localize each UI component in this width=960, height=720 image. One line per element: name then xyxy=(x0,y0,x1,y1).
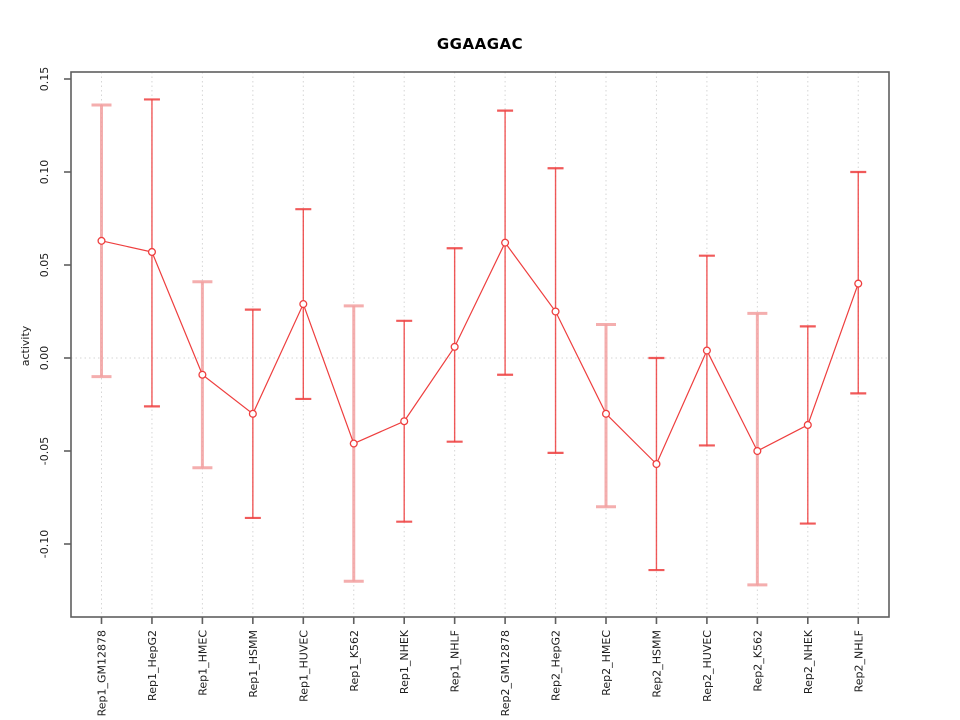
data-point-marker xyxy=(198,370,207,379)
y-tick-label: 0.10 xyxy=(38,160,51,185)
data-point-marker xyxy=(147,247,157,257)
data-point-marker xyxy=(702,346,711,355)
x-tick-label: Rep1_HUVEC xyxy=(297,630,310,702)
x-tick-label: Rep1_HMEC xyxy=(196,630,209,696)
x-tick-label: Rep1_NHLF xyxy=(449,630,462,692)
data-point-marker xyxy=(97,236,106,245)
x-tick-label: Rep1_NHEK xyxy=(398,629,411,694)
x-tick-label: Rep1_HepG2 xyxy=(146,630,159,701)
y-tick-label: 0.15 xyxy=(38,67,51,92)
y-tick-label: -0.10 xyxy=(38,530,51,558)
plot-box xyxy=(70,71,890,618)
chart-title: GGAAGAC xyxy=(436,35,524,53)
x-tick-label: Rep2_HUVEC xyxy=(701,630,714,702)
data-point-marker xyxy=(400,417,409,426)
data-point-marker xyxy=(299,300,308,309)
x-tick-label: Rep1_K562 xyxy=(348,630,361,692)
data-point-marker xyxy=(803,420,812,430)
data-point-marker xyxy=(854,279,863,288)
x-tick-label: Rep1_GM12878 xyxy=(96,630,109,716)
x-tick-label: Rep2_NHLF xyxy=(852,630,865,692)
y-tick-label: -0.05 xyxy=(38,437,51,465)
data-point-marker xyxy=(349,439,358,448)
series-line xyxy=(101,240,859,466)
data-point-marker xyxy=(501,238,510,247)
data-point-marker xyxy=(753,446,762,456)
y-tick-label: 0.00 xyxy=(38,346,51,371)
data-point-marker xyxy=(551,307,560,316)
x-tick-label: Rep2_NHEK xyxy=(802,629,815,694)
x-tick-label: Rep2_HepG2 xyxy=(550,630,563,701)
data-point-marker xyxy=(450,342,459,351)
data-point-marker xyxy=(601,409,611,418)
x-tick-label: Rep2_HMEC xyxy=(600,630,613,696)
y-tick-label: 0.05 xyxy=(38,253,51,278)
x-tick-label: Rep2_HSMM xyxy=(650,630,663,698)
x-tick-label: Rep2_K562 xyxy=(751,630,764,692)
data-point-marker xyxy=(248,409,257,418)
data-point-marker xyxy=(652,459,661,469)
x-tick-label: Rep2_GM12878 xyxy=(499,630,512,716)
x-tick-label: Rep1_HSMM xyxy=(247,630,260,698)
